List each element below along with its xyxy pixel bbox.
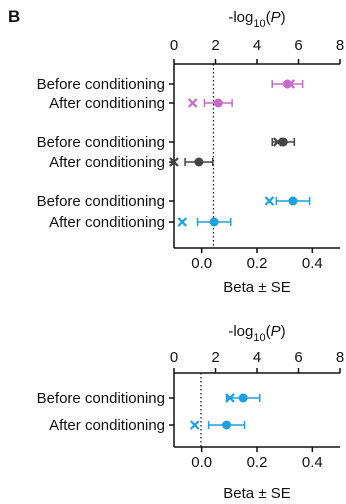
row-label: Before conditioning (37, 390, 165, 407)
top-axis-label-open: ( (266, 323, 271, 340)
panel-letter: B (8, 7, 20, 26)
top-axis-label-prefix: -log (228, 323, 253, 340)
row-label: After conditioning (49, 214, 165, 231)
bottom-axis-label: Beta ± SE (223, 485, 290, 502)
bottom-tick-label: 0.0 (191, 255, 212, 272)
neglogp-marker (225, 393, 235, 403)
top-tick-label: 2 (211, 349, 219, 366)
top-axis-label-open: ( (266, 9, 271, 26)
neglogp-marker (264, 196, 275, 206)
beta-marker (282, 79, 292, 89)
row-label: After conditioning (49, 154, 165, 171)
top-tick-label: 0 (170, 349, 178, 366)
beta-marker (194, 157, 204, 167)
top-tick-label: 2 (211, 37, 219, 54)
bottom-axis-label: Beta ± SE (223, 279, 290, 296)
top-axis-label-close: ) (281, 9, 286, 26)
beta-marker (288, 196, 298, 206)
neglogp-marker (189, 420, 200, 430)
top-axis-label: -log10(P) (228, 9, 285, 30)
top-tick-label: 6 (294, 37, 302, 54)
top-axis-label-italic: P (271, 323, 281, 340)
top-axis-label-prefix: -log (228, 9, 253, 26)
top-tick-label: 6 (294, 349, 302, 366)
row-label: Before conditioning (37, 134, 165, 151)
top-tick-label: 4 (253, 37, 261, 54)
row-label: Before conditioning (37, 76, 165, 93)
top-axis-label-subscript: 10 (253, 332, 265, 344)
beta-marker (278, 137, 288, 147)
top-axis-label-subscript: 10 (253, 18, 265, 30)
top-tick-label: 8 (336, 349, 344, 366)
bottom-tick-label: 0.0 (191, 454, 212, 471)
neglogp-marker (177, 217, 188, 227)
bottom-tick-label: 0.2 (247, 454, 268, 471)
neglogp-marker (187, 98, 198, 108)
neglogp-marker (169, 157, 179, 167)
beta-marker (213, 98, 223, 108)
bottom-tick-label: 0.4 (302, 255, 323, 272)
bottom-tick-label: 0.4 (302, 454, 323, 471)
top-axis-label: -log10(P) (228, 323, 285, 344)
top-axis-label-close: ) (281, 323, 286, 340)
beta-marker (209, 217, 219, 227)
row-label: Before conditioning (37, 193, 165, 210)
top-tick-label: 0 (170, 37, 178, 54)
top-tick-label: 8 (336, 37, 344, 54)
top-axis-label-italic: P (271, 9, 281, 26)
forest-plot-upper: -log10(P) 0 2 4 6 8 0.0 0.2 0.4 Beta ± SE Before c… (37, 9, 345, 296)
row-label: After conditioning (49, 95, 165, 112)
beta-marker (222, 420, 232, 430)
forest-plot-lower: -log10(P) 0 2 4 6 8 0.0 0.2 0.4 Beta ± SE Before c… (37, 323, 345, 502)
beta-marker (238, 393, 248, 403)
top-tick-label: 4 (253, 349, 261, 366)
row-label: After conditioning (49, 417, 165, 434)
bottom-tick-label: 0.2 (247, 255, 268, 272)
